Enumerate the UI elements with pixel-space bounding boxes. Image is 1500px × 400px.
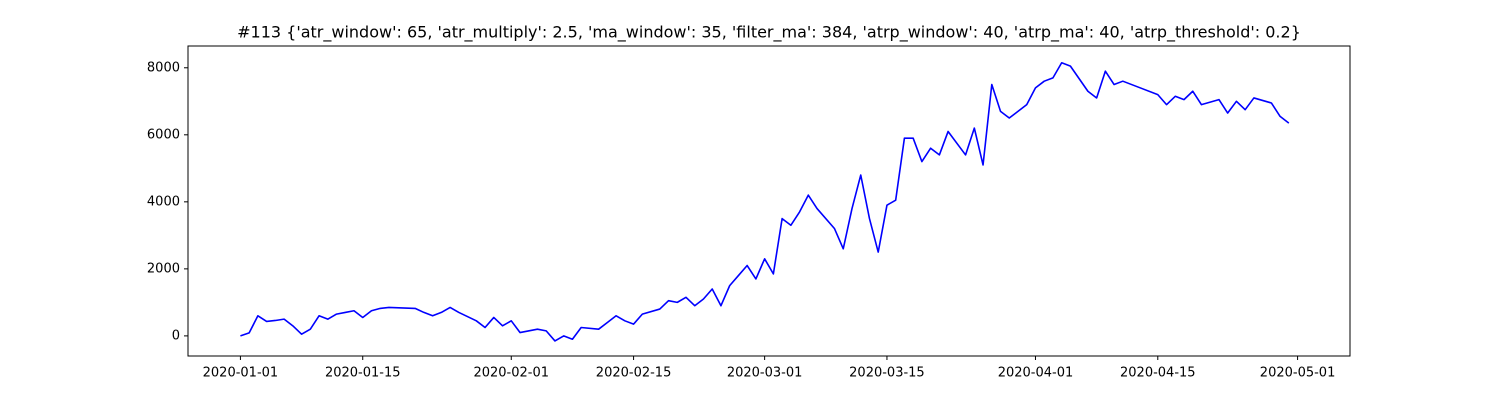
y-tick-label: 2000 <box>147 261 180 276</box>
chart-title: #113 {'atr_window': 65, 'atr_multiply': … <box>237 23 1301 43</box>
x-tick-label: 2020-04-15 <box>1120 366 1196 381</box>
x-tick-label: 2020-05-01 <box>1260 366 1336 381</box>
x-tick-label: 2020-03-15 <box>849 366 925 381</box>
x-tick-label: 2020-01-01 <box>203 366 279 381</box>
x-tick-label: 2020-03-01 <box>727 366 803 381</box>
y-tick-label: 6000 <box>147 127 180 142</box>
y-tick-label: 8000 <box>147 60 180 75</box>
data-line <box>240 61 1290 342</box>
y-tick-label: 0 <box>172 328 180 343</box>
y-tick-label: 4000 <box>147 194 180 209</box>
x-tick-label: 2020-02-15 <box>596 366 672 381</box>
x-tick-label: 2020-01-15 <box>325 366 401 381</box>
axes-frame <box>187 45 1351 357</box>
x-tick-label: 2020-04-01 <box>998 366 1074 381</box>
x-tick-label: 2020-02-01 <box>473 366 549 381</box>
